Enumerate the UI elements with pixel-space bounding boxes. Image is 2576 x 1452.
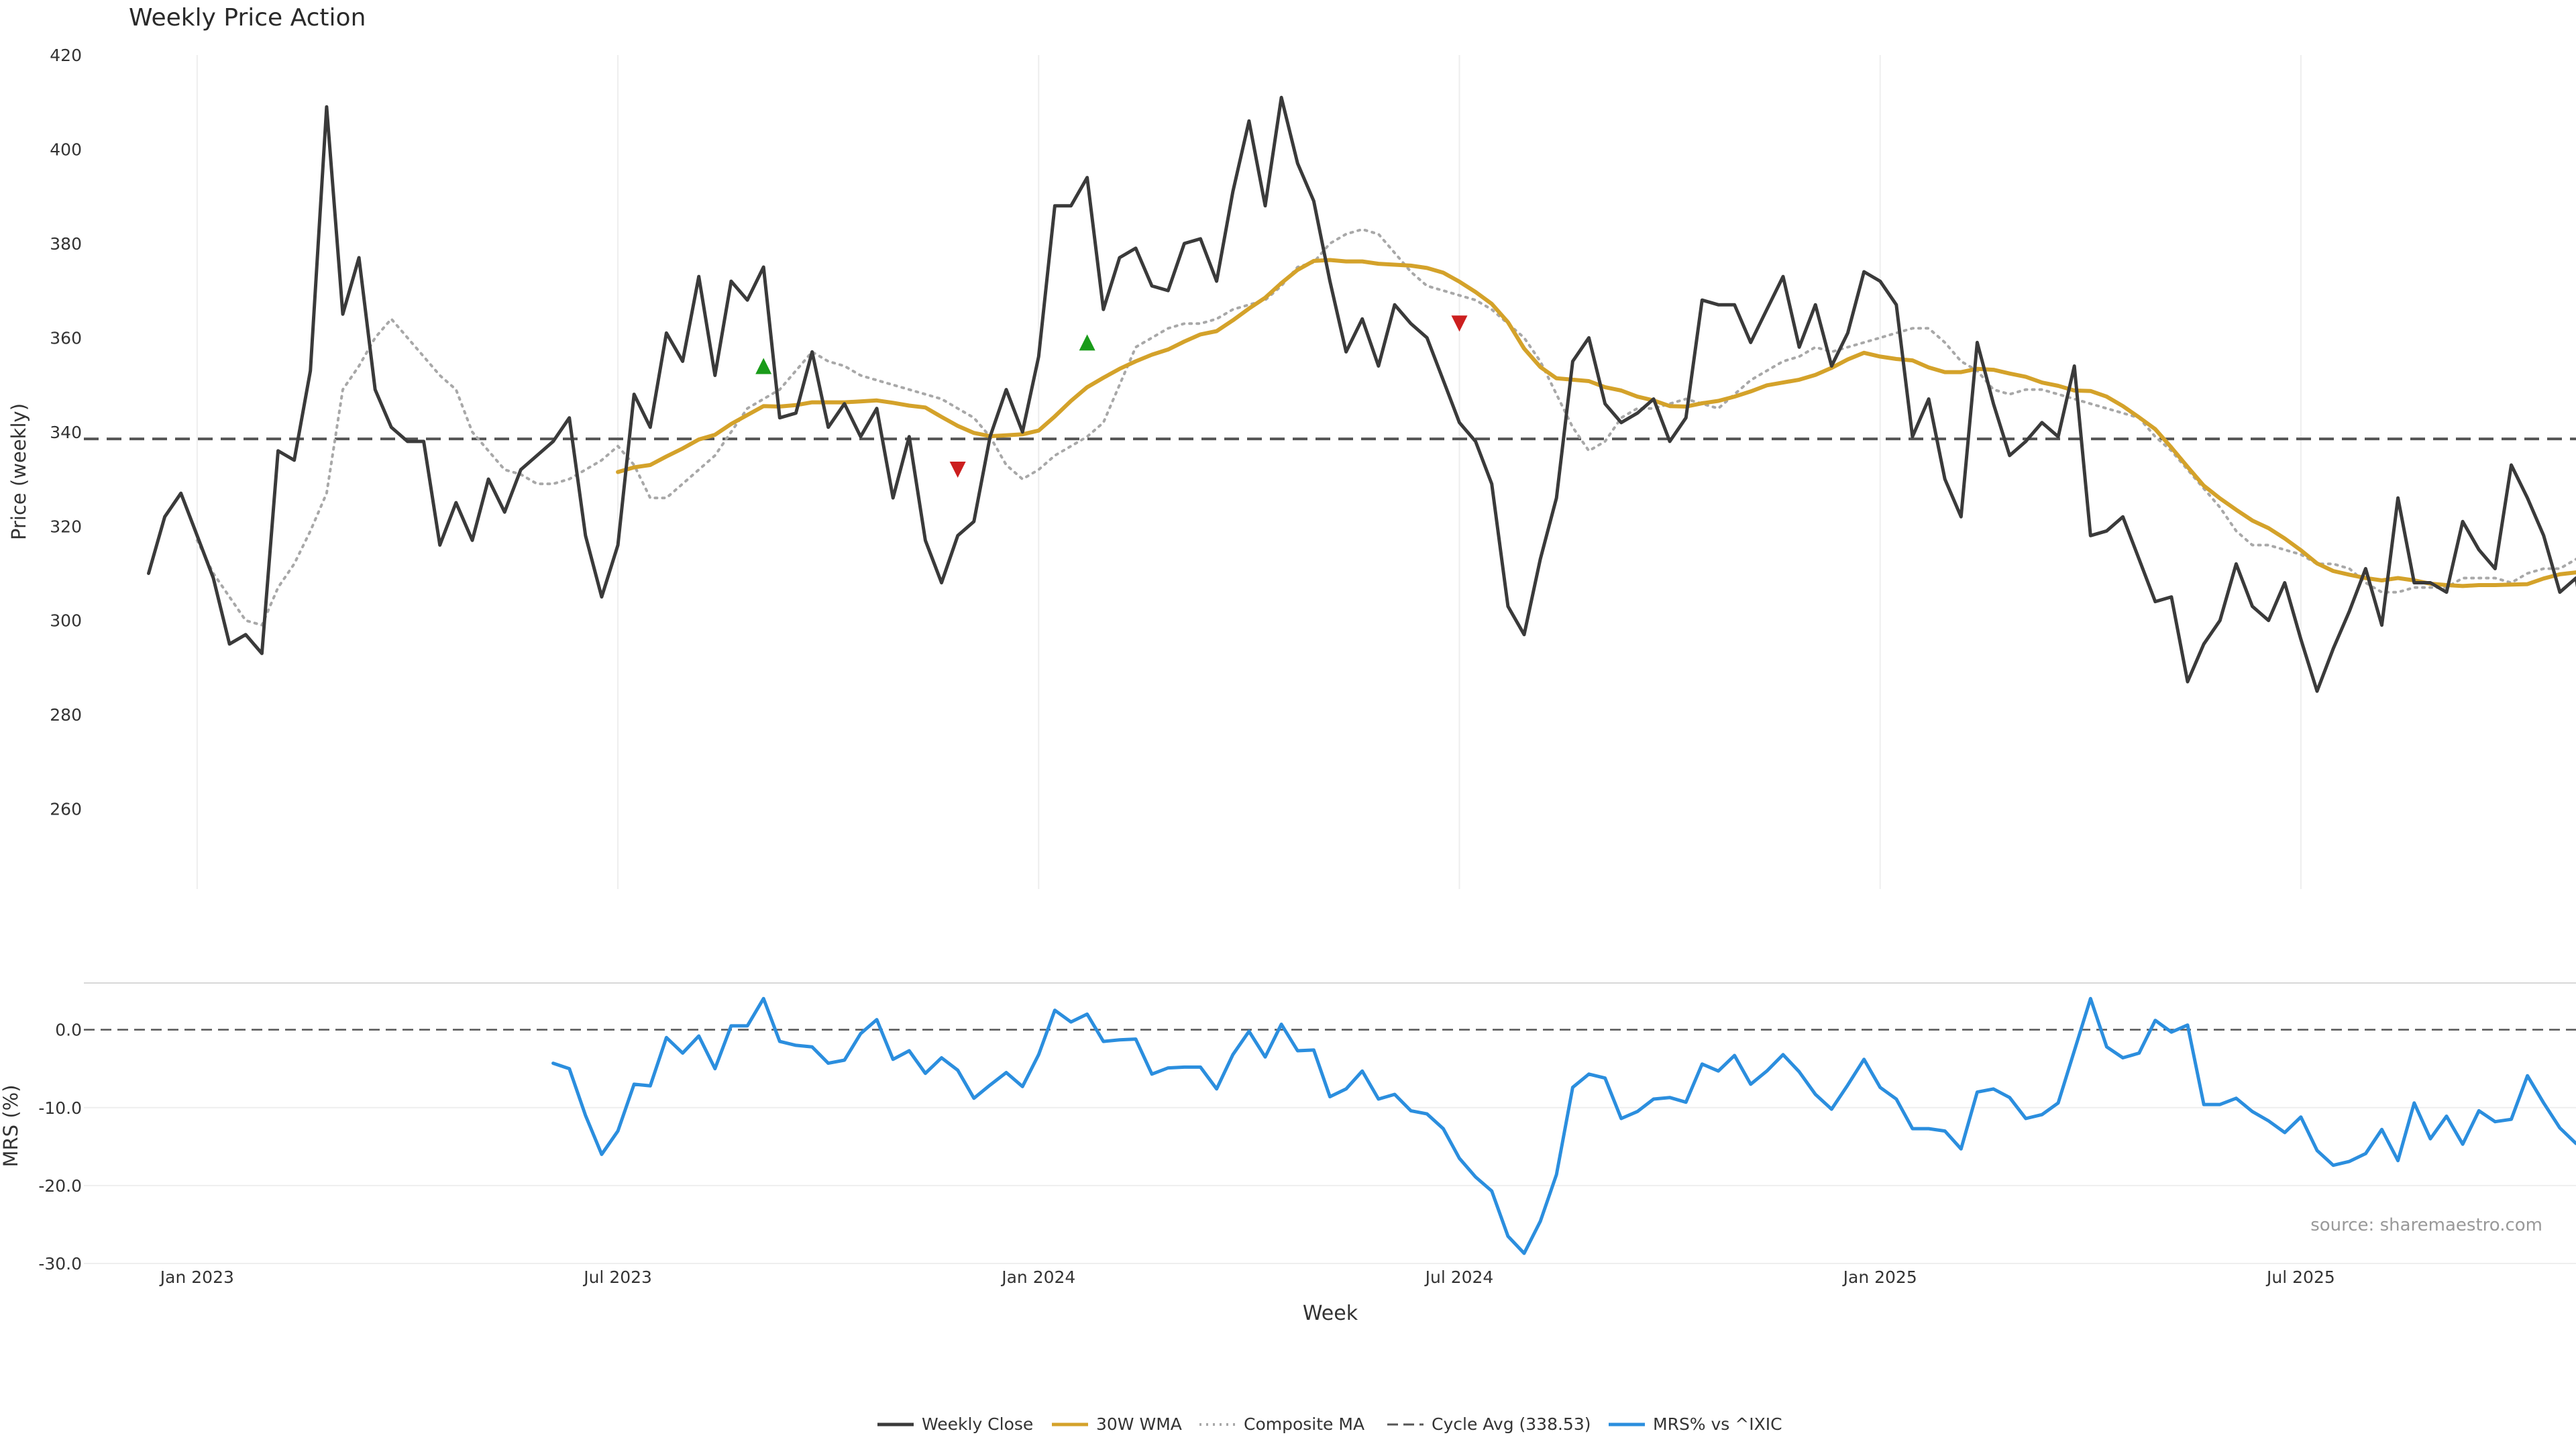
legend-item-wma: 30W WMA xyxy=(1052,1414,1182,1434)
legend-label-wma: 30W WMA xyxy=(1096,1414,1182,1434)
x-tick-label: Jul 2024 xyxy=(1424,1267,1494,1287)
mrs-y-tick-label: 0.0 xyxy=(55,1021,82,1040)
mrs-line xyxy=(553,998,2576,1253)
price-y-tick-label: 340 xyxy=(50,423,82,442)
price-y-axis-label: Price (weekly) xyxy=(7,403,30,540)
x-tick-label: Jan 2023 xyxy=(159,1267,234,1287)
x-tick-label: Jul 2023 xyxy=(582,1267,652,1287)
sell-signal-marker xyxy=(950,462,966,478)
buy-signal-marker xyxy=(755,358,771,374)
legend: Weekly Close 30W WMA Composite MA Cycle Avg… xyxy=(877,1414,1782,1434)
mrs-y-tick-label: -20.0 xyxy=(38,1176,82,1196)
legend-item-close: Weekly Close xyxy=(877,1414,1033,1434)
mrs-y-axis-label: MRS (%) xyxy=(0,1085,22,1168)
x-tick-label: Jan 2025 xyxy=(1842,1267,1917,1287)
x-axis-label: Week xyxy=(1303,1302,1358,1325)
price-y-tick-label: 380 xyxy=(50,234,82,254)
legend-label-close: Weekly Close xyxy=(922,1414,1033,1434)
buy-signal-marker xyxy=(1079,334,1095,350)
price-y-tick-label: 300 xyxy=(50,611,82,631)
legend-item-mrs: MRS% vs ^IXIC xyxy=(1609,1414,1782,1434)
x-tick-label: Jan 2024 xyxy=(1000,1267,1075,1287)
source-note: source: sharemaestro.com xyxy=(2310,1215,2542,1235)
legend-item-composite: Composite MA xyxy=(1199,1414,1364,1434)
mrs-panel: 0.0 -10.0 -20.0 -30.0 xyxy=(38,983,2576,1274)
mrs-y-tick-label: -10.0 xyxy=(38,1098,82,1118)
x-axis-ticks: Jan 2023 Jul 2023 Jan 2024 Jul 2024 Jan 2025… xyxy=(159,1267,2335,1287)
price-y-tick-label: 320 xyxy=(50,517,82,536)
legend-label-composite: Composite MA xyxy=(1244,1414,1364,1434)
chart-title: Weekly Price Action xyxy=(129,4,366,32)
price-y-tick-label: 420 xyxy=(50,46,82,65)
price-y-tick-label: 260 xyxy=(50,800,82,819)
x-tick-label: Jul 2025 xyxy=(2265,1267,2335,1287)
legend-label-mrs: MRS% vs ^IXIC xyxy=(1653,1414,1782,1434)
price-y-tick-label: 360 xyxy=(50,328,82,348)
price-y-tick-label: 400 xyxy=(50,140,82,159)
legend-item-cycle: Cycle Avg (338.53) xyxy=(1387,1414,1591,1434)
price-panel: 260 280 300 320 340 360 380 400 420 xyxy=(50,46,2576,847)
legend-label-cycle: Cycle Avg (338.53) xyxy=(1432,1414,1591,1434)
mrs-y-tick-label: -30.0 xyxy=(38,1254,82,1274)
price-y-tick-label: 280 xyxy=(50,705,82,725)
sell-signal-marker xyxy=(1451,315,1467,331)
